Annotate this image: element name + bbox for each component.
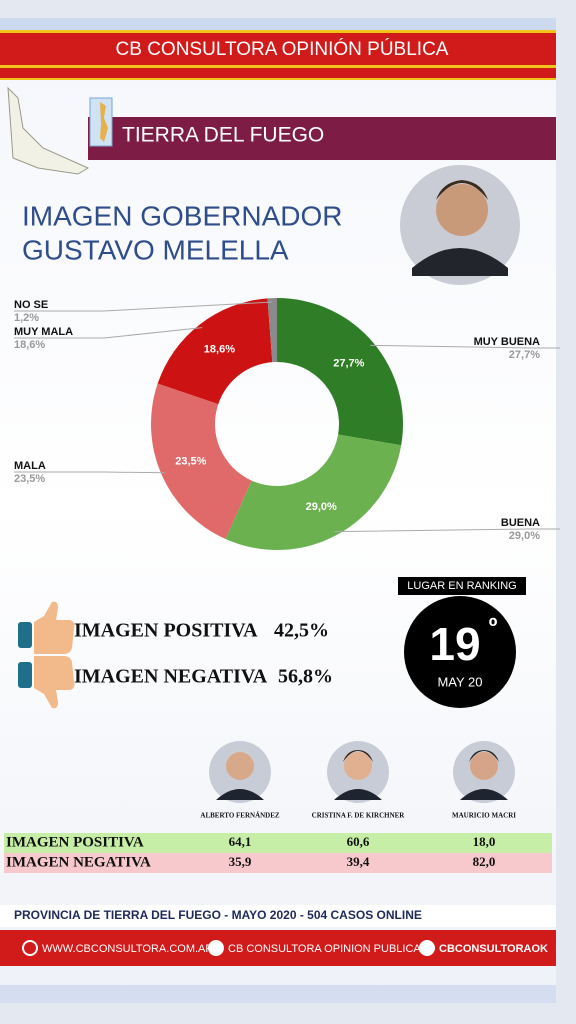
politician-hair: [343, 750, 373, 762]
governor-face: [436, 184, 488, 236]
politician-hair: [469, 750, 499, 762]
header-red: [0, 33, 556, 65]
table-cell: 18,0: [473, 834, 496, 849]
politician-face: [470, 752, 498, 780]
politician-body: [460, 789, 508, 800]
comparison-table: ALBERTO FERNÁNDEZ CRISTINA F. DE KIRCHNER…: [4, 812, 552, 873]
governor-hair: [436, 180, 488, 200]
politician-face: [226, 752, 254, 780]
row-label: IMAGEN POSITIVA: [6, 834, 144, 850]
category-label: MUY MALA: [14, 326, 73, 338]
footer-note: PROVINCIA DE TIERRA DEL FUEGO - MAYO 202…: [14, 908, 422, 922]
row-label: IMAGEN NEGATIVA: [6, 854, 151, 870]
negative-value: 56,8%: [278, 666, 333, 688]
top-strip: [0, 18, 556, 30]
leader-line: [14, 471, 166, 474]
footer-twitter: CBCONSULTORAOK: [439, 943, 548, 955]
negative-label: IMAGEN NEGATIVA: [74, 666, 268, 688]
donut-slice: [151, 383, 252, 539]
leader-line: [334, 528, 560, 533]
category-label: NO SE: [14, 299, 48, 311]
table-cell: 64,1: [229, 834, 252, 849]
footer-website: WWW.CBCONSULTORA.COM.AR: [42, 943, 213, 955]
column-header: MAURICIO MACRI: [452, 812, 516, 820]
leader-line: [14, 327, 203, 339]
ranking-title: LUGAR EN RANKING: [407, 580, 516, 592]
category-label: MUY BUENA: [474, 336, 540, 348]
ranking-date: MAY 20: [437, 674, 482, 689]
slice-label: 27,7%: [333, 357, 364, 369]
bottom-strip: [0, 985, 556, 1003]
ranking-position: 19: [429, 618, 480, 670]
region-title: TIERRA DEL FUEGO: [122, 124, 324, 147]
slice-label: 23,5%: [175, 456, 206, 468]
politician-photos: [209, 741, 515, 803]
table-row: [4, 833, 552, 853]
governor-suit: [412, 248, 508, 276]
ranking-ordinal: º: [489, 613, 498, 640]
positive-value: 42,5%: [274, 620, 329, 642]
header-stripe: [0, 68, 556, 78]
politician-body: [334, 789, 382, 800]
note-bar: [0, 905, 556, 927]
donut-slice: [157, 298, 273, 405]
thumb-down: [18, 656, 75, 709]
region-band: [88, 117, 556, 160]
politician-body: [216, 789, 264, 800]
web-icon: [22, 940, 38, 956]
map-tierra-del-fuego: [7, 86, 90, 175]
table-cell: 39,4: [347, 854, 370, 869]
chart-title: IMAGEN GOBERNADOR: [22, 200, 342, 231]
category-value: 1,2%: [14, 312, 39, 324]
donut-slice: [267, 298, 277, 363]
politician-face: [344, 752, 372, 780]
header-title: CB CONSULTORA OPINIÓN PÚBLICA: [116, 38, 449, 60]
table-cell: 35,9: [229, 854, 252, 869]
leader-line: [14, 301, 273, 312]
category-value: 29,0%: [509, 530, 540, 542]
column-header: CRISTINA F. DE KIRCHNER: [312, 812, 406, 820]
ranking-badge: [404, 596, 516, 708]
category-label: MALA: [14, 460, 46, 472]
donut-chart: 27,7%MUY BUENA27,7%29,0%BUENA29,0%23,5%M…: [14, 298, 560, 550]
category-value: 23,5%: [14, 473, 45, 485]
slice-label: 29,0%: [306, 501, 337, 513]
table-cell: 82,0: [473, 854, 496, 869]
twitter-icon: [419, 940, 435, 956]
category-value: 27,7%: [509, 349, 540, 361]
category-value: 18,6%: [14, 339, 45, 351]
politician-hair: [225, 750, 255, 762]
footer-facebook: CB CONSULTORA OPINION PUBLICA: [228, 943, 421, 955]
ranking-title-box: [398, 577, 526, 595]
column-header: ALBERTO FERNÁNDEZ: [200, 812, 279, 820]
slice-label: 18,6%: [204, 344, 235, 356]
leader-line: [370, 344, 560, 349]
donut-slice: [277, 298, 403, 446]
chart-subtitle: GUSTAVO MELELLA: [22, 234, 289, 265]
category-label: BUENA: [501, 517, 540, 529]
facebook-icon: [208, 940, 224, 956]
table-cell: 60,6: [347, 834, 370, 849]
footer-bar: [0, 930, 556, 966]
table-row: [4, 853, 552, 873]
thumb-up: [18, 601, 75, 654]
map-argentina: [100, 102, 108, 142]
donut-slice: [225, 434, 402, 550]
positive-label: IMAGEN POSITIVA: [74, 620, 258, 642]
